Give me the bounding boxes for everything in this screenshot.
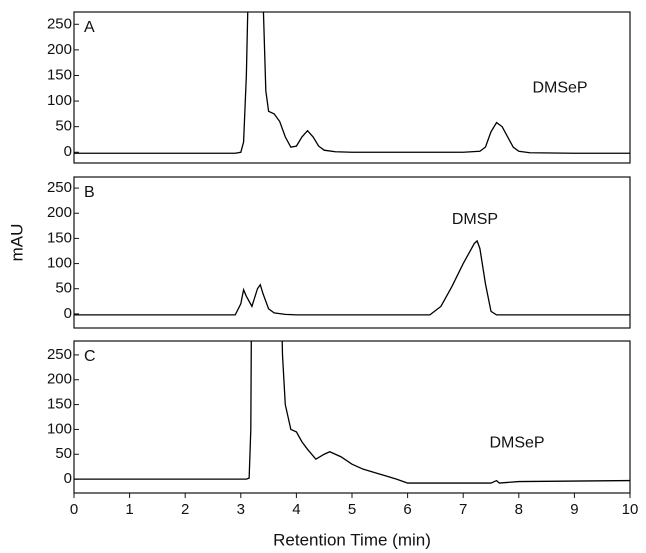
- x-tick-label: 7: [459, 501, 467, 518]
- x-tick-label: 0: [70, 501, 78, 518]
- y-tick-label: 250: [47, 346, 72, 363]
- trace: [74, 239, 630, 316]
- y-tick-label: 150: [47, 66, 72, 83]
- trace: [74, 341, 630, 484]
- trace: [74, 12, 630, 154]
- x-tick-label: 8: [515, 501, 523, 518]
- y-axis-label: mAU: [7, 224, 26, 262]
- x-tick-label: 2: [181, 501, 189, 518]
- y-tick-label: 0: [64, 305, 72, 322]
- panel-frame: [73, 340, 631, 494]
- y-tick-label: 0: [64, 143, 72, 160]
- y-tick-label: 150: [47, 396, 72, 413]
- y-tick-label: 100: [47, 420, 72, 437]
- x-tick-label: 4: [292, 501, 300, 518]
- x-tick-label: 9: [570, 501, 578, 518]
- panel-frame: [73, 11, 631, 164]
- y-tick-label: 200: [47, 371, 72, 388]
- panel-label: C: [84, 348, 96, 365]
- y-tick-label: 200: [47, 204, 72, 221]
- y-tick-label: 100: [47, 92, 72, 109]
- y-tick-label: 200: [47, 41, 72, 58]
- x-tick-label: 5: [348, 501, 356, 518]
- y-tick-label: 50: [55, 118, 72, 135]
- y-tick-label: 250: [47, 179, 72, 196]
- y-tick-label: 50: [55, 280, 72, 297]
- panel-label: A: [84, 19, 95, 36]
- panel-frame: [73, 176, 631, 329]
- y-tick-label: 50: [55, 445, 72, 462]
- y-tick-label: 150: [47, 229, 72, 246]
- panel-label: B: [84, 184, 95, 201]
- peak-annotation: DMSeP: [532, 79, 587, 96]
- peak-annotation: DMSeP: [489, 434, 544, 451]
- x-tick-label: 3: [237, 501, 245, 518]
- y-tick-label: 250: [47, 15, 72, 32]
- peak-annotation: DMSP: [452, 211, 498, 228]
- x-tick-label: 1: [125, 501, 133, 518]
- x-tick-label: 6: [403, 501, 411, 518]
- x-axis-label: Retention Time (min): [273, 530, 431, 549]
- y-tick-label: 100: [47, 255, 72, 272]
- y-tick-label: 0: [64, 470, 72, 487]
- x-tick-label: 10: [622, 501, 639, 518]
